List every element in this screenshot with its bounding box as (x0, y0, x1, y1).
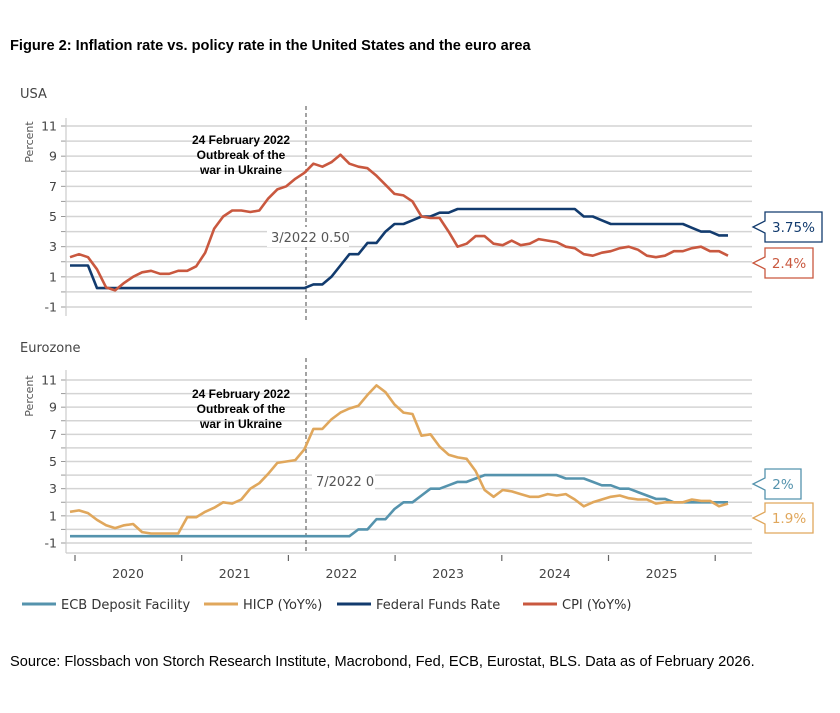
y-axis-label: Percent (23, 121, 36, 163)
legend-label: HICP (YoY%) (243, 598, 322, 613)
eurozone-panel-title: Eurozone (20, 341, 80, 356)
end-value-callout-hicp (751, 502, 814, 534)
figure-title: Figure 2: Inflation rate vs. policy rate… (10, 38, 532, 54)
x-tick-label: 2020 (112, 566, 144, 581)
legend-label: ECB Deposit Facility (61, 598, 191, 613)
y-tick-label: -1 (45, 300, 57, 315)
x-tick-label: 2024 (539, 566, 571, 581)
end-value-callout-ecb (751, 468, 802, 500)
y-tick-label: 9 (49, 149, 57, 164)
usa-panel-title: USA (20, 87, 47, 102)
event-annotation-line: Outbreak of the (197, 402, 286, 416)
legend: ECB Deposit Facility HICP (YoY%) Federal F… (22, 598, 632, 613)
end-value-label-cpi: 2.4% (772, 256, 806, 272)
y-tick-label: 11 (41, 119, 57, 134)
point-label-background (267, 227, 349, 247)
point-label: 7/2022 0 (316, 475, 374, 490)
y-tick-label: 11 (41, 373, 57, 388)
event-annotation-line: 24 February 2022 (192, 133, 290, 147)
source-note: Source: Flossbach von Storch Research In… (10, 654, 755, 670)
point-label-background (312, 471, 375, 491)
end-value-label-hicp: 1.9% (772, 511, 806, 527)
point-label: 3/2022 0.50 (271, 231, 350, 246)
eurozone-chart: 11 9 7 5 3 1 -1 Percent 2020 2021 2022 2023 2024 2025… (23, 358, 814, 581)
y-tick-label: 1 (49, 508, 57, 523)
x-tick-label: 2022 (325, 566, 357, 581)
y-tick-label: 1 (49, 269, 57, 284)
x-tick-label: 2025 (646, 566, 678, 581)
legend-label: Federal Funds Rate (376, 598, 500, 613)
event-annotation-line: war in Ukraine (199, 163, 282, 177)
series-line-hicp (69, 384, 729, 535)
y-axis-label: Percent (23, 375, 36, 417)
y-tick-label: 9 (49, 400, 57, 415)
series-line-cpi (69, 153, 729, 292)
end-value-label-fed: 3.75% (772, 220, 815, 236)
y-tick-label: 7 (49, 179, 57, 194)
x-tick-label: 2023 (432, 566, 464, 581)
legend-label: CPI (YoY%) (562, 598, 632, 613)
end-value-label-ecb: 2% (772, 477, 794, 493)
y-tick-label: 3 (49, 239, 57, 254)
series-line-fed (70, 207, 728, 290)
y-tick-label: 3 (49, 481, 57, 496)
end-value-callout-cpi (751, 247, 814, 279)
y-tick-label: -1 (45, 536, 57, 551)
end-value-callout-fed (751, 211, 823, 243)
x-tick-label: 2021 (219, 566, 251, 581)
event-annotation-line: Outbreak of the (197, 148, 286, 162)
event-annotation-line: war in Ukraine (199, 417, 282, 431)
series-line-ecb (70, 473, 728, 538)
event-annotation-line: 24 February 2022 (192, 387, 290, 401)
y-tick-label: 5 (49, 209, 57, 224)
usa-chart: 11 9 7 5 3 1 -1 Percent 24 February 2022Outbreak… (23, 106, 823, 320)
y-tick-label: 7 (49, 427, 57, 442)
y-tick-label: 5 (49, 454, 57, 469)
